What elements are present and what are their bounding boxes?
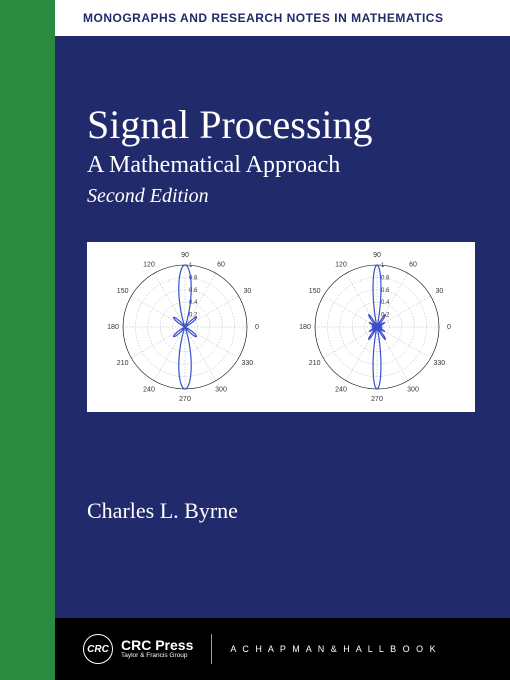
- svg-text:270: 270: [179, 396, 191, 403]
- publisher-logo: CRC CRC Press Taylor & Francis Group: [83, 634, 193, 664]
- series-title: MONOGRAPHS AND RESEARCH NOTES IN MATHEMA…: [83, 11, 443, 25]
- spine-bar: [0, 0, 55, 680]
- crc-logo-text: CRC: [87, 644, 109, 655]
- svg-text:150: 150: [117, 288, 129, 295]
- svg-text:330: 330: [242, 360, 254, 367]
- svg-text:210: 210: [117, 360, 129, 367]
- svg-text:0: 0: [255, 324, 259, 331]
- svg-text:0.6: 0.6: [189, 288, 198, 294]
- svg-text:1: 1: [381, 263, 385, 269]
- svg-text:90: 90: [373, 252, 381, 259]
- svg-text:0: 0: [447, 324, 451, 331]
- svg-text:300: 300: [215, 386, 227, 393]
- svg-text:0.6: 0.6: [381, 288, 390, 294]
- svg-text:30: 30: [243, 288, 251, 295]
- svg-text:240: 240: [143, 386, 155, 393]
- author-name: Charles L. Byrne: [87, 498, 480, 524]
- book-title: Signal Processing: [87, 104, 480, 146]
- svg-text:270: 270: [371, 396, 383, 403]
- svg-text:210: 210: [309, 360, 321, 367]
- svg-text:120: 120: [143, 262, 155, 269]
- svg-text:0.4: 0.4: [381, 300, 390, 306]
- crc-circle-icon: CRC: [83, 634, 113, 664]
- polar-chart-left: 03060901201501802102402703003300.20.40.6…: [91, 246, 279, 408]
- book-subtitle: A Mathematical Approach: [87, 152, 480, 179]
- svg-text:180: 180: [299, 324, 311, 331]
- svg-text:150: 150: [309, 288, 321, 295]
- svg-text:240: 240: [335, 386, 347, 393]
- footer-bar: CRC CRC Press Taylor & Francis Group A C…: [55, 618, 510, 680]
- polar-chart-right: 03060901201501802102402703003300.20.40.6…: [283, 246, 471, 408]
- svg-text:60: 60: [409, 262, 417, 269]
- svg-text:300: 300: [407, 386, 419, 393]
- book-edition: Second Edition: [87, 185, 480, 208]
- imprint-text: A C H A P M A N & H A L L B O O K: [230, 644, 437, 654]
- svg-text:60: 60: [217, 262, 225, 269]
- cover-main: MONOGRAPHS AND RESEARCH NOTES IN MATHEMA…: [55, 0, 510, 680]
- publisher-tagline: Taylor & Francis Group: [121, 652, 193, 660]
- chart-panel: 03060901201501802102402703003300.20.40.6…: [87, 242, 475, 412]
- svg-text:180: 180: [107, 324, 119, 331]
- publisher-name: CRC Press: [121, 638, 193, 652]
- cover-content: Signal Processing A Mathematical Approac…: [55, 36, 510, 618]
- svg-text:90: 90: [181, 252, 189, 259]
- svg-text:0.8: 0.8: [381, 275, 390, 281]
- svg-text:1: 1: [189, 263, 193, 269]
- svg-text:120: 120: [335, 262, 347, 269]
- svg-text:330: 330: [434, 360, 446, 367]
- series-bar: MONOGRAPHS AND RESEARCH NOTES IN MATHEMA…: [55, 0, 510, 36]
- footer-divider: [211, 634, 212, 664]
- publisher-text: CRC Press Taylor & Francis Group: [121, 638, 193, 660]
- svg-text:30: 30: [435, 288, 443, 295]
